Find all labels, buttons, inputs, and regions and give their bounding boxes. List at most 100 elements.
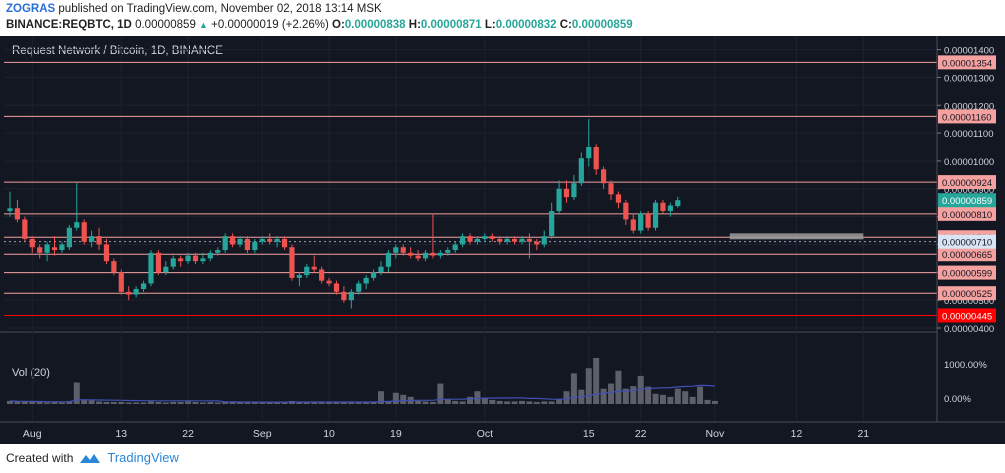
volume-bar (689, 396, 696, 404)
volume-bar (140, 402, 147, 404)
volume-bar (704, 399, 711, 404)
candle-body (222, 236, 228, 251)
y-tick-label: 0.00001200 (944, 101, 994, 112)
volume-bar (667, 396, 674, 404)
candle-body (363, 277, 369, 284)
volume-bar (303, 401, 310, 404)
candle-body (601, 169, 607, 184)
candle-body (267, 238, 273, 242)
candle-body (467, 236, 473, 242)
author-link[interactable]: ZOGRAS (6, 3, 56, 15)
candle-body (519, 238, 525, 242)
current-price-label-bg (938, 193, 996, 208)
volume-bar (355, 402, 362, 404)
volume-bar (162, 402, 169, 404)
volume-bar (489, 399, 496, 404)
level-label-bg (938, 247, 996, 262)
volume-bar (214, 402, 221, 404)
candles (7, 119, 681, 309)
volume-bar (44, 402, 51, 404)
candle-body (593, 147, 599, 170)
candle-body (541, 236, 547, 245)
candle-body (148, 252, 154, 284)
volume-bar (296, 401, 303, 404)
candle-body (408, 252, 414, 256)
volume-bar (81, 399, 88, 404)
candle-body (534, 241, 540, 245)
candle-body (460, 236, 466, 245)
candle-body (393, 247, 399, 253)
volume-bar (467, 396, 474, 404)
candle-body (185, 255, 191, 262)
candle-body (645, 213, 651, 228)
chart-canvas[interactable]: Request Network / Bitcoin, 1D, BINANCE V… (0, 36, 1005, 444)
x-tick-label: Oct (477, 428, 493, 440)
candle-body (474, 238, 481, 242)
volume-bar (318, 401, 325, 404)
time-axis[interactable]: Aug 13 22 Sep 10 19 Oct 15 22 Nov 12 21 (0, 421, 1005, 440)
volume-ma-line (9, 384, 715, 403)
x-tick-label: 10 (323, 428, 335, 440)
volume-bar (556, 398, 563, 404)
x-tick-label: Aug (23, 428, 42, 440)
candle-body (89, 236, 95, 242)
created-with-text: Created with (6, 450, 74, 465)
y-tick-label: 0.00001000 (944, 157, 994, 168)
y-tick-label: 0.00001100 (944, 129, 994, 140)
volume-bar (88, 400, 95, 404)
published-text: published on TradingView.com, November 0… (58, 3, 382, 15)
candle-body (563, 188, 570, 198)
volume-tick-label: 0.00% (944, 394, 971, 405)
volume-bar (630, 386, 637, 404)
candle-body (126, 291, 132, 295)
volume-bar (207, 401, 214, 404)
low-label: L: (484, 19, 496, 31)
volume-bar (66, 400, 73, 404)
volume-bar (237, 401, 244, 404)
volume-bar (400, 394, 407, 404)
x-tick-label: 12 (791, 428, 803, 440)
volume-title: Vol (20) (12, 367, 50, 379)
candle-body (29, 238, 35, 248)
volume-bar (459, 401, 466, 404)
candle-body (22, 219, 28, 239)
candle-body (497, 238, 503, 242)
price-axis[interactable]: 0.00001400 0.00001300 0.00001200 0.00001100… (936, 36, 1005, 444)
last-price: 0.00000859 (135, 19, 196, 31)
volume-bar (526, 401, 533, 404)
candle-body (556, 188, 562, 212)
volume-bar (637, 375, 644, 404)
volume-bar (600, 388, 607, 404)
candle-body (385, 252, 392, 267)
x-tick-label: 22 (635, 428, 647, 440)
candle-body (215, 250, 221, 253)
volume-bar (251, 402, 258, 404)
candle-body (81, 222, 87, 242)
volume-bar (363, 402, 370, 404)
candle-body (430, 252, 436, 256)
volume-bar (155, 401, 162, 404)
high-value: 0.00000871 (420, 19, 482, 31)
volume-bar (348, 401, 355, 404)
candle-body (437, 252, 443, 256)
volume-bar (548, 401, 555, 404)
volume-bar (125, 402, 132, 404)
symbol-info: BINANCE:REQBTC, 1D 0.00000859 ▲ +0.00000… (6, 19, 633, 31)
volume-bar (711, 400, 718, 404)
candle-body (200, 258, 206, 262)
candle-body (415, 255, 421, 259)
tradingview-brand-link[interactable]: TradingView (107, 450, 179, 465)
candle-body (586, 147, 592, 159)
level-label: 0.00001354 (942, 58, 992, 69)
candle-body (623, 202, 629, 220)
volume-bar (370, 401, 377, 404)
volume-bar (96, 401, 103, 404)
candle-body (103, 244, 110, 262)
candle-body (652, 202, 659, 228)
volume-bar (615, 370, 622, 404)
candle-body (452, 244, 458, 251)
volume-bar (274, 402, 281, 404)
candle-body (51, 247, 58, 251)
current-price-label: 0.00000859 (942, 196, 992, 207)
candle-body (59, 244, 65, 251)
